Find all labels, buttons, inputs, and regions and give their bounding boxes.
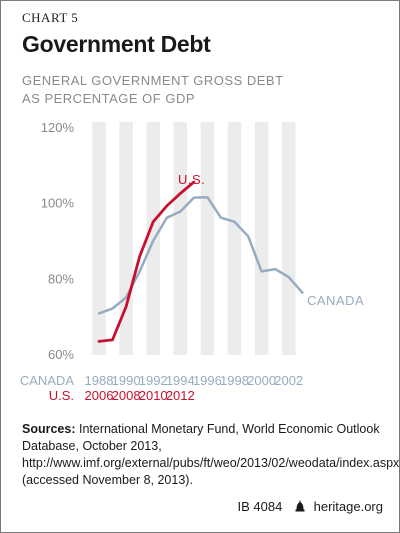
sources-text: International Monetary Fund, World Econo… — [22, 422, 400, 487]
sources-note: Sources: International Monetary Fund, Wo… — [22, 421, 399, 489]
liberty-bell-icon — [295, 500, 305, 512]
x-tick-label-canada: 1996 — [193, 373, 222, 388]
chart-subtitle-line2: AS PERCENTAGE OF GDP — [22, 91, 196, 106]
site-link[interactable]: heritage.org — [313, 499, 383, 514]
year-band — [281, 122, 296, 355]
chart-number: CHART 5 — [22, 10, 79, 25]
year-band — [227, 122, 242, 355]
x-tick-label-canada: 1988 — [85, 373, 114, 388]
us-series-label: U.S. — [178, 172, 205, 187]
year-band — [200, 122, 215, 355]
year-band — [173, 122, 188, 355]
us-series-line — [97, 180, 196, 343]
x-axis-name-canada: CANADA — [20, 373, 75, 388]
y-tick-label: 100% — [41, 196, 75, 211]
x-tick-label-us: 2006 — [85, 388, 114, 403]
chart-subtitle-line1: GENERAL GOVERNMENT GROSS DEBT — [22, 73, 284, 88]
sources-label: Sources: — [22, 422, 76, 436]
y-tick-label: 80% — [48, 271, 74, 286]
chart-title: Government Debt — [22, 31, 211, 57]
x-tick-label-canada: 2002 — [274, 373, 303, 388]
x-tick-label-us: 2010 — [139, 388, 168, 403]
x-tick-label-canada: 2000 — [247, 373, 276, 388]
y-tick-label: 60% — [48, 347, 74, 362]
x-tick-label-us: 2008 — [112, 388, 141, 403]
chart-subtitle: GENERAL GOVERNMENT GROSS DEBT AS PERCENT… — [22, 72, 382, 108]
x-tick-label-canada: 1994 — [166, 373, 195, 388]
year-band — [92, 122, 106, 355]
x-tick-label-us: 2012 — [166, 388, 195, 403]
y-tick-label: 120% — [41, 120, 75, 135]
x-tick-label-canada: 1990 — [112, 373, 141, 388]
report-id: IB 4084 — [237, 499, 283, 514]
x-tick-label-canada: 1992 — [139, 373, 168, 388]
x-axis-name-us: U.S. — [49, 388, 74, 403]
footer: IB 4084 heritage.org — [238, 499, 383, 514]
canada-series-label: CANADA — [307, 293, 364, 308]
year-band — [254, 122, 269, 355]
x-tick-label-canada: 1998 — [220, 373, 249, 388]
